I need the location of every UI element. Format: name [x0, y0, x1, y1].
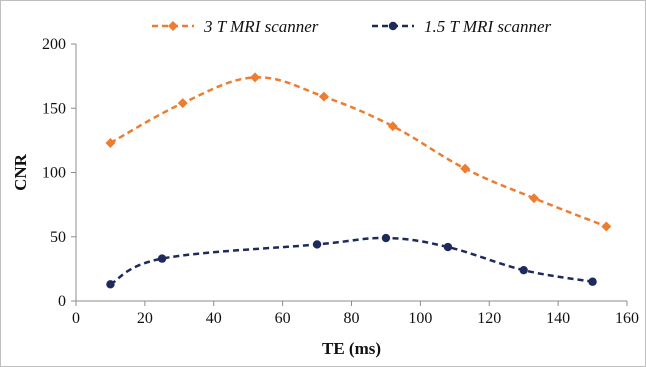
data-point — [177, 98, 188, 109]
data-point — [318, 91, 329, 102]
data-point — [106, 280, 115, 289]
y-tick-label: 50 — [50, 229, 66, 246]
x-tick-label: 0 — [72, 310, 80, 327]
y-tick-label: 150 — [42, 100, 66, 117]
data-point — [387, 121, 398, 132]
series-2 — [106, 233, 597, 289]
x-tick-label: 100 — [408, 310, 432, 327]
legend-swatch-marker — [388, 21, 398, 31]
legend-label: 1.5 T MRI scanner — [424, 17, 552, 36]
data-point — [312, 240, 322, 249]
data-point — [157, 254, 167, 263]
series-line — [109, 236, 593, 286]
legend-item-1: 3 T MRI scanner — [152, 17, 319, 36]
x-tick-label: 80 — [344, 310, 360, 327]
legend-label: 3 T MRI scanner — [203, 17, 319, 36]
series-layer — [105, 72, 612, 289]
data-point — [105, 137, 116, 148]
data-point — [250, 72, 261, 83]
data-point — [443, 242, 453, 252]
axes: 0 50 100 150 200 0 20 40 60 80 100 120 140 160 — [42, 36, 639, 327]
legend-item-2: 1.5 T MRI scanner — [372, 17, 552, 36]
series-line — [109, 76, 607, 228]
data-point — [601, 221, 612, 232]
x-axis-title: TE (ms) — [322, 339, 381, 358]
y-axis-title: CNR — [11, 153, 30, 191]
series-1 — [105, 72, 612, 232]
data-point — [588, 277, 597, 286]
data-point — [381, 233, 391, 243]
x-tick-label: 120 — [477, 310, 501, 327]
x-tick-label: 60 — [275, 310, 291, 327]
data-point — [529, 193, 540, 204]
x-tick-label: 140 — [546, 310, 570, 327]
y-tick-label: 200 — [42, 36, 66, 53]
legend-swatch-marker — [168, 21, 178, 31]
y-tick-label: 100 — [42, 165, 66, 182]
x-tick-label: 20 — [137, 310, 153, 327]
y-tick-label: 0 — [58, 293, 66, 310]
x-tick-label: 40 — [206, 310, 222, 327]
data-point — [519, 265, 528, 275]
x-tick-label: 160 — [615, 310, 639, 327]
legend: 3 T MRI scanner 1.5 T MRI scanner — [152, 17, 552, 36]
data-point — [460, 163, 471, 174]
